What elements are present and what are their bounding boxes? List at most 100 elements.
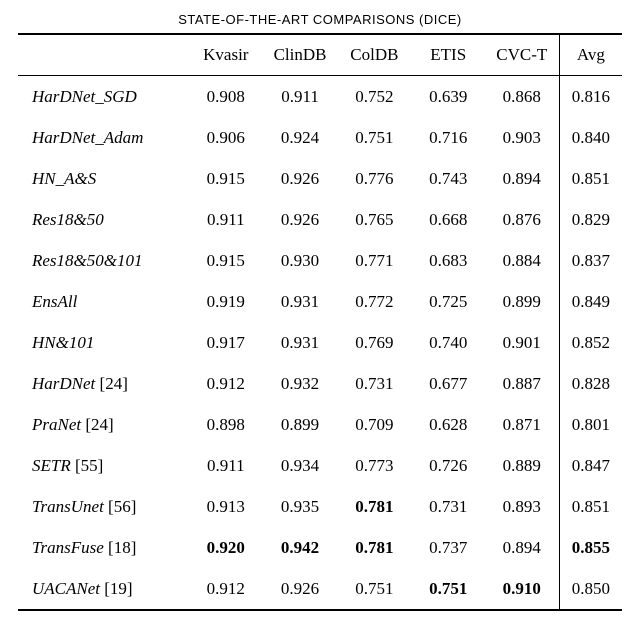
table-row: Res18&500.9110.9260.7650.6680.8760.829 [18,199,622,240]
value-cell: 0.915 [189,158,263,199]
method-ref: [19] [104,579,132,598]
value-cell: 0.915 [189,240,263,281]
value-cell: 0.871 [485,404,559,445]
method-ref: [24] [85,415,113,434]
method-name: TransUnet [32,497,104,516]
method-ref: [18] [108,538,136,557]
col-header-2: ColDB [337,34,411,76]
value-cell: 0.716 [411,117,485,158]
table-container: STATE-OF-THE-ART COMPARISONS (DICE) Kvas… [0,0,640,617]
value-cell: 0.910 [485,568,559,610]
value-cell: 0.899 [263,404,337,445]
table-header-row: Kvasir ClinDB ColDB ETIS CVC-T Avg [18,34,622,76]
value-cell: 0.771 [337,240,411,281]
avg-cell: 0.828 [559,363,622,404]
value-cell: 0.917 [189,322,263,363]
method-name: Res18&50 [32,210,104,229]
value-cell: 0.751 [337,568,411,610]
value-cell: 0.912 [189,363,263,404]
value-cell: 0.901 [485,322,559,363]
value-cell: 0.772 [337,281,411,322]
avg-cell: 0.851 [559,158,622,199]
table-row: HarDNet_SGD0.9080.9110.7520.6390.8680.81… [18,76,622,118]
method-cell: Res18&50&101 [18,240,189,281]
method-cell: HarDNet_Adam [18,117,189,158]
value-cell: 0.898 [189,404,263,445]
avg-cell: 0.851 [559,486,622,527]
method-cell: HN_A&S [18,158,189,199]
value-cell: 0.731 [411,486,485,527]
value-cell: 0.868 [485,76,559,118]
value-cell: 0.683 [411,240,485,281]
avg-cell: 0.801 [559,404,622,445]
method-name: Res18&50&101 [32,251,143,270]
method-name: UACANet [32,579,100,598]
value-cell: 0.903 [485,117,559,158]
avg-cell: 0.829 [559,199,622,240]
method-name: HarDNet_SGD [32,87,137,106]
method-name: PraNet [32,415,81,434]
value-cell: 0.751 [337,117,411,158]
value-cell: 0.709 [337,404,411,445]
col-header-avg: Avg [559,34,622,76]
method-name: TransFuse [32,538,104,557]
method-ref: [24] [100,374,128,393]
method-name: EnsAll [32,292,77,311]
value-cell: 0.740 [411,322,485,363]
method-name: HN&101 [32,333,94,352]
value-cell: 0.884 [485,240,559,281]
value-cell: 0.931 [263,322,337,363]
method-name: HarDNet [32,374,95,393]
method-cell: TransUnet [56] [18,486,189,527]
table-body: HarDNet_SGD0.9080.9110.7520.6390.8680.81… [18,76,622,611]
value-cell: 0.911 [189,199,263,240]
value-cell: 0.942 [263,527,337,568]
method-cell: TransFuse [18] [18,527,189,568]
table-row: Res18&50&101 0.9150.9300.7710.6830.8840.8… [18,240,622,281]
table-row: EnsAll 0.9190.9310.7720.7250.8990.849 [18,281,622,322]
value-cell: 0.919 [189,281,263,322]
value-cell: 0.769 [337,322,411,363]
value-cell: 0.899 [485,281,559,322]
table-row: SETR [55]0.9110.9340.7730.7260.8890.847 [18,445,622,486]
value-cell: 0.894 [485,158,559,199]
avg-cell: 0.847 [559,445,622,486]
value-cell: 0.751 [411,568,485,610]
value-cell: 0.906 [189,117,263,158]
value-cell: 0.911 [189,445,263,486]
value-cell: 0.931 [263,281,337,322]
value-cell: 0.743 [411,158,485,199]
avg-cell: 0.837 [559,240,622,281]
value-cell: 0.934 [263,445,337,486]
table-row: HarDNet [24]0.9120.9320.7310.6770.8870.8… [18,363,622,404]
value-cell: 0.737 [411,527,485,568]
avg-cell: 0.840 [559,117,622,158]
method-cell: UACANet [19] [18,568,189,610]
method-ref: [56] [108,497,136,516]
avg-cell: 0.849 [559,281,622,322]
value-cell: 0.725 [411,281,485,322]
table-row: HN_A&S 0.9150.9260.7760.7430.8940.851 [18,158,622,199]
avg-cell: 0.850 [559,568,622,610]
value-cell: 0.930 [263,240,337,281]
value-cell: 0.889 [485,445,559,486]
table-row: HarDNet_Adam0.9060.9240.7510.7160.9030.8… [18,117,622,158]
value-cell: 0.926 [263,158,337,199]
method-cell: EnsAll [18,281,189,322]
value-cell: 0.781 [337,527,411,568]
value-cell: 0.752 [337,76,411,118]
col-header-4: CVC-T [485,34,559,76]
table-row: PraNet [24]0.8980.8990.7090.6280.8710.80… [18,404,622,445]
col-header-3: ETIS [411,34,485,76]
col-header-method [18,34,189,76]
value-cell: 0.668 [411,199,485,240]
value-cell: 0.726 [411,445,485,486]
method-ref: [55] [75,456,103,475]
value-cell: 0.776 [337,158,411,199]
method-name: HarDNet_Adam [32,128,143,147]
value-cell: 0.731 [337,363,411,404]
value-cell: 0.920 [189,527,263,568]
col-header-1: ClinDB [263,34,337,76]
method-name: HN_A&S [32,169,96,188]
value-cell: 0.911 [263,76,337,118]
